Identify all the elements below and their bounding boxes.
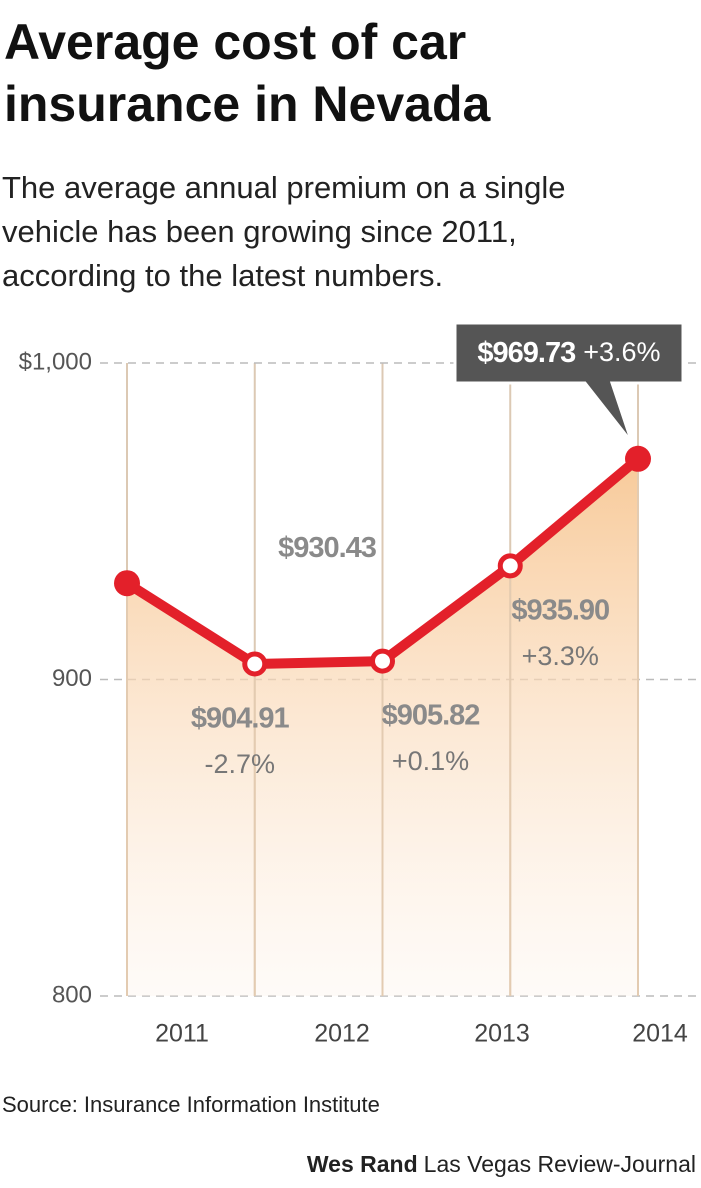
y-tick-label: 900 [52,665,92,692]
change-label: -2.7% [204,749,275,779]
data-point [114,570,140,597]
text-line: according to the latest numbers. [2,258,443,293]
value-label: $904.91 [191,703,290,735]
data-point [370,648,395,674]
plot-area: $1,000 900 800 $930.43 $904.91 -2.7% $905.82 +0… [19,321,700,1048]
text-line: Average cost of car [4,14,466,70]
credit-name: Wes Rand [307,1151,418,1177]
y-tick-label: $1,000 [19,348,92,375]
value-label: $930.43 [278,532,377,564]
y-tick-label: 800 [52,981,92,1008]
callout-box [453,321,685,444]
credit-outlet: Las Vegas Review-Journal [424,1151,696,1177]
callout-value: $969.73 [477,337,576,369]
change-label: +0.1% [392,746,469,776]
text-line: insurance in Nevada [4,76,491,132]
x-tick-label: 2013 [474,1020,530,1048]
x-tick-label: 2014 [632,1020,688,1048]
callout-change: +3.6% [583,337,660,367]
data-point [625,445,651,472]
data-point [242,651,268,677]
callout-text: $969.73 +3.6% [477,337,660,369]
text-line: vehicle has been growing since 2011, [2,214,517,249]
value-label: $905.82 [382,700,480,732]
data-point [497,553,523,579]
credit: Wes Rand Las Vegas Review-Journal [307,1151,696,1177]
chart-subtitle: The average annual premium on a single ve… [2,170,566,293]
change-label: +3.3% [522,641,599,671]
x-tick-label: 2011 [155,1020,209,1048]
x-tick-label: 2012 [314,1020,370,1048]
value-label: $935.90 [511,595,609,627]
chart-title: Average cost of car insurance in Nevada [4,14,491,132]
text-line: The average annual premium on a single [2,170,566,205]
source: Source: Insurance Information Institute [2,1092,380,1117]
